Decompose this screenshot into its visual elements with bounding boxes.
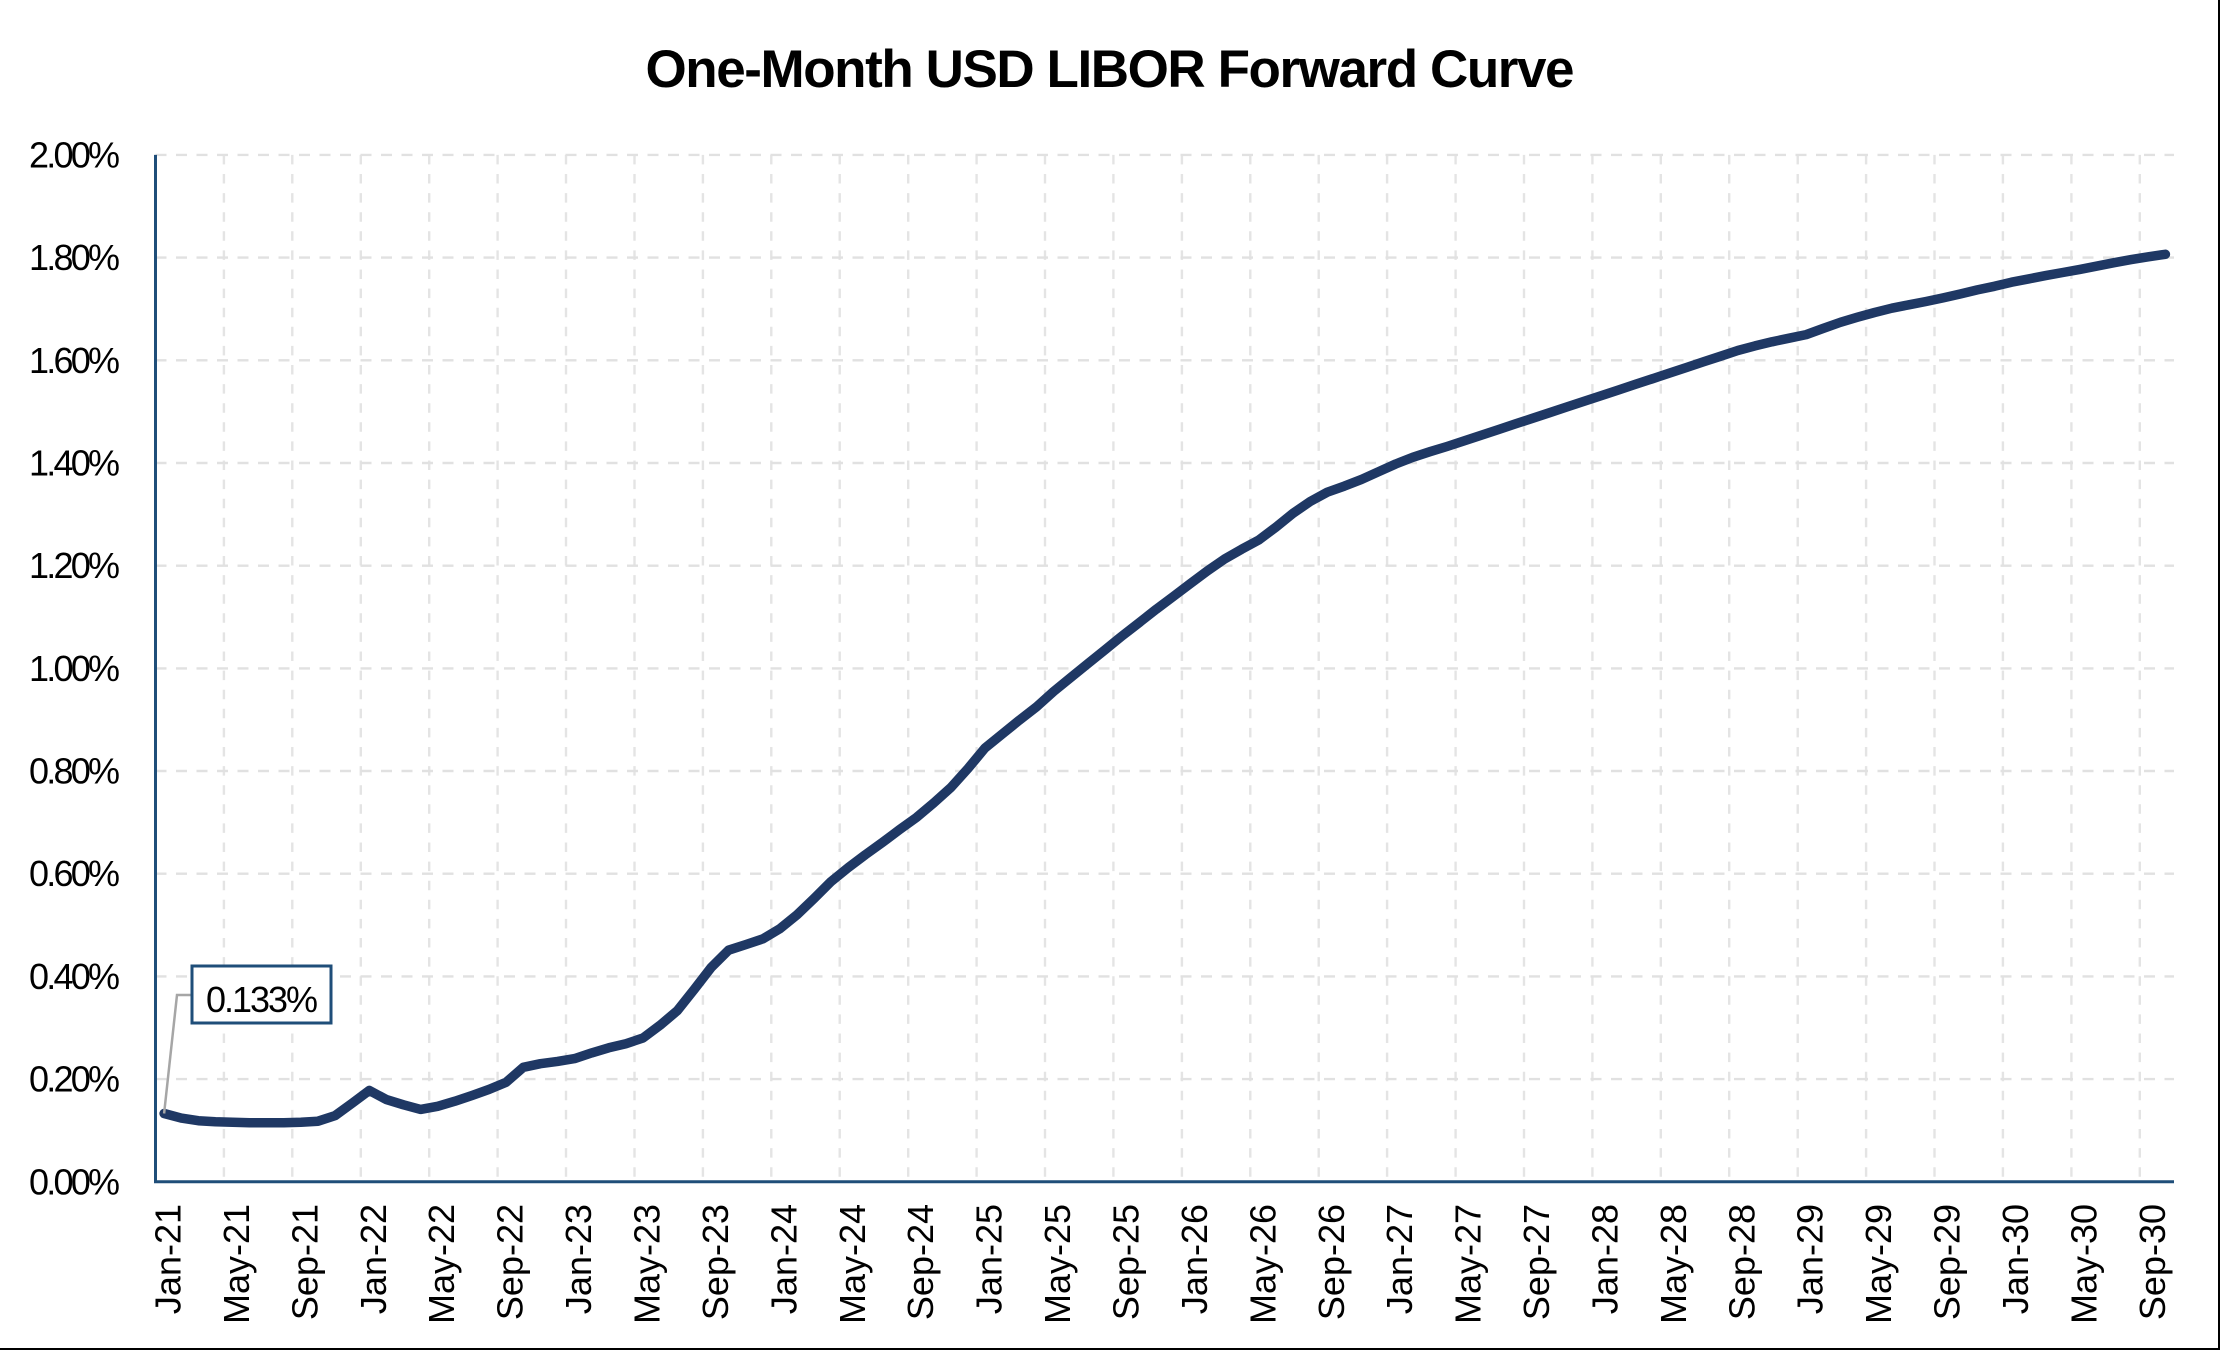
svg-text:May-21: May-21 — [216, 1204, 257, 1324]
svg-text:0.133%: 0.133% — [206, 979, 318, 1020]
svg-text:Jan-27: Jan-27 — [1379, 1204, 1420, 1314]
svg-text:Sep-23: Sep-23 — [695, 1204, 736, 1320]
svg-text:Jan-28: Jan-28 — [1585, 1204, 1626, 1314]
svg-text:May-27: May-27 — [1448, 1204, 1489, 1324]
svg-text:Jan-24: Jan-24 — [763, 1204, 804, 1314]
svg-text:May-24: May-24 — [832, 1204, 873, 1324]
svg-text:Jan-26: Jan-26 — [1174, 1204, 1215, 1314]
svg-text:May-28: May-28 — [1653, 1204, 1694, 1324]
svg-text:Sep-24: Sep-24 — [900, 1204, 941, 1320]
svg-text:Sep-21: Sep-21 — [284, 1204, 325, 1320]
svg-text:1.00%: 1.00% — [29, 648, 120, 689]
svg-text:Jan-23: Jan-23 — [558, 1204, 599, 1314]
svg-text:Sep-28: Sep-28 — [1721, 1204, 1762, 1320]
svg-text:Sep-29: Sep-29 — [1927, 1204, 1968, 1320]
svg-text:0.40%: 0.40% — [29, 956, 120, 997]
svg-text:May-25: May-25 — [1037, 1204, 1078, 1324]
svg-text:1.40%: 1.40% — [29, 443, 120, 484]
svg-text:0.80%: 0.80% — [29, 751, 120, 792]
svg-text:May-30: May-30 — [2063, 1204, 2104, 1324]
svg-text:2.00%: 2.00% — [29, 134, 120, 175]
svg-text:May-23: May-23 — [627, 1204, 668, 1324]
svg-text:May-26: May-26 — [1242, 1204, 1283, 1324]
svg-text:Jan-21: Jan-21 — [148, 1204, 189, 1314]
svg-text:1.20%: 1.20% — [29, 545, 120, 586]
svg-text:1.60%: 1.60% — [29, 340, 120, 381]
svg-text:Sep-22: Sep-22 — [490, 1204, 531, 1320]
svg-text:Jan-22: Jan-22 — [353, 1204, 394, 1314]
svg-text:May-22: May-22 — [421, 1204, 462, 1324]
svg-text:0.60%: 0.60% — [29, 853, 120, 894]
svg-text:0.20%: 0.20% — [29, 1059, 120, 1100]
svg-text:One-Month USD LIBOR Forward Cu: One-Month USD LIBOR Forward Curve — [646, 40, 1575, 99]
svg-text:0.00%: 0.00% — [29, 1161, 120, 1202]
svg-text:Jan-29: Jan-29 — [1790, 1204, 1831, 1314]
svg-text:May-29: May-29 — [1858, 1204, 1899, 1324]
svg-text:Sep-26: Sep-26 — [1311, 1204, 1352, 1320]
svg-text:Sep-25: Sep-25 — [1106, 1204, 1147, 1320]
svg-text:Sep-30: Sep-30 — [2132, 1204, 2173, 1320]
svg-text:Jan-25: Jan-25 — [969, 1204, 1010, 1314]
svg-text:Sep-27: Sep-27 — [1516, 1204, 1557, 1320]
svg-text:1.80%: 1.80% — [29, 237, 120, 278]
svg-text:Jan-30: Jan-30 — [1995, 1204, 2036, 1314]
